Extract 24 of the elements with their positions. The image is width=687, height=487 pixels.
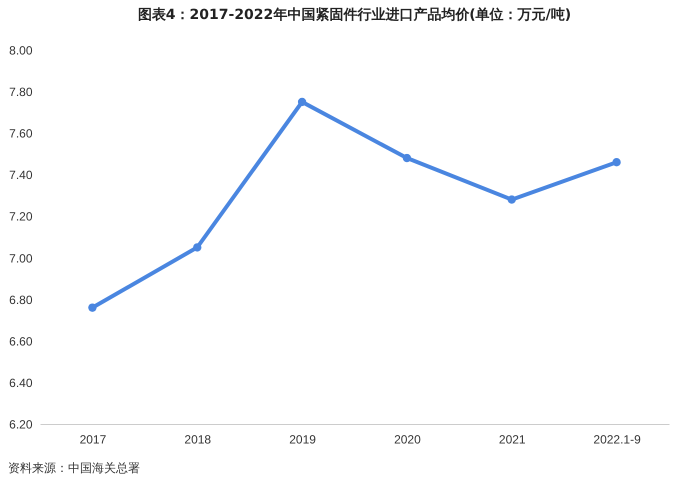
point [612,158,621,166]
y-tick-label: 6.60 [9,334,33,348]
text: 资料来源：中国海关总署 [8,460,140,477]
y-tick-label: 8.00 [9,44,33,58]
point [508,195,516,204]
y-tick-label: 6.80 [9,292,33,307]
chart-title: 图表4：2017-2022年中国紧固件行业进口产品均价(单位：万元/吨) [138,6,572,23]
y-tick-label: 7.60 [9,126,33,141]
y-tick-label: 7.40 [9,168,33,182]
point [298,98,306,106]
x-tick-label: 2020 [394,432,422,446]
x-tick-label: 2021 [498,432,526,446]
y-tick-label: 7.20 [9,210,33,224]
point [88,303,97,312]
x-tick-label: 2022.1-9 [593,432,642,446]
y-tick-label: 6.40 [9,376,33,390]
y-tick-label: 7.80 [9,85,33,100]
x-tick-label: 2018 [184,432,212,446]
point [193,243,202,252]
x-tick-label: 2019 [289,432,316,446]
point [402,154,412,162]
x-tick-label: 2017 [80,432,107,446]
y-tick-label: 7.00 [9,251,33,266]
y-tick-label: 6.20 [9,418,33,432]
